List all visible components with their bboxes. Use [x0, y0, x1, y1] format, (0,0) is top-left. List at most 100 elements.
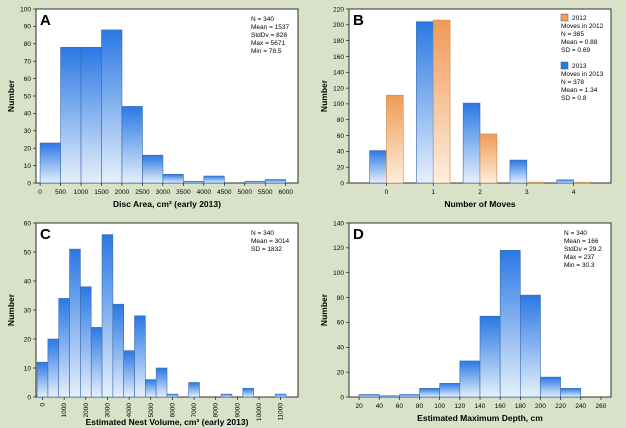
histogram-bar — [244, 180, 266, 184]
legend-swatch-2013 — [560, 61, 569, 70]
histogram-bar — [220, 393, 233, 398]
bar-2013 — [509, 159, 528, 184]
y-tick-label: 200 — [333, 22, 344, 29]
histogram-bar — [520, 294, 541, 398]
y-tick-label: 100 — [333, 270, 344, 277]
y-tick-label: 30 — [24, 307, 32, 314]
y-tick-label: 60 — [24, 76, 32, 83]
stats-line: Max = 5671 — [251, 40, 286, 47]
x-tick-label: 120 — [454, 403, 465, 410]
y-tick-label: 80 — [24, 41, 32, 48]
bar-2012 — [386, 94, 404, 184]
histogram-bar — [459, 360, 481, 398]
y-tick-label: 40 — [337, 345, 345, 352]
x-tick-label: 1000 — [74, 189, 89, 196]
legend-stat-line: SD = 0.69 — [561, 47, 590, 54]
bar-2013 — [369, 150, 387, 184]
y-tick-label: 0 — [340, 394, 344, 401]
bar-2012 — [573, 181, 591, 184]
histogram-bar — [399, 394, 420, 398]
x-tick-label: 0 — [38, 189, 42, 196]
x-tick-label: 8000 — [213, 403, 220, 418]
x-tick-label: 500 — [55, 189, 66, 196]
y-tick-label: 100 — [20, 6, 31, 13]
y-tick-label: 140 — [333, 70, 344, 77]
y-tick-label: 120 — [333, 85, 344, 92]
legend-label-2012: 2012 — [572, 15, 587, 22]
x-tick-label: 240 — [575, 403, 586, 410]
legend-stat-line: Moves in 2012 — [561, 23, 604, 30]
bar-2012 — [526, 181, 544, 184]
legend-stat-line: SD = 0.8 — [561, 95, 587, 102]
x-tick-label: 2000 — [115, 189, 130, 196]
legend-stat-line: N = 365 — [561, 31, 584, 38]
x-tick-label: 160 — [495, 403, 506, 410]
panel-letter: C — [40, 226, 51, 243]
legend-stat-line: Moves in 2013 — [561, 71, 604, 78]
panel-letter: A — [40, 12, 51, 29]
x-tick-label: 10000 — [256, 403, 263, 421]
y-axis-label: Number — [319, 79, 329, 112]
x-tick-label: 60 — [396, 403, 404, 410]
x-tick-label: 20 — [355, 403, 363, 410]
x-tick-label: 1500 — [94, 189, 109, 196]
histogram-bar — [155, 367, 168, 398]
y-tick-label: 0 — [340, 180, 344, 187]
x-axis-label: Estimated Maximum Depth, cm — [417, 413, 543, 423]
histogram-bar — [90, 327, 103, 398]
x-tick-label: 11000 — [278, 403, 285, 421]
x-tick-label: 40 — [376, 403, 384, 410]
y-tick-label: 10 — [24, 163, 32, 170]
stats-line: Mean = 166 — [564, 238, 599, 245]
histogram-bar — [479, 315, 501, 398]
legend-stat-line: Mean = 0.88 — [561, 39, 598, 46]
y-tick-label: 20 — [24, 146, 32, 153]
y-tick-label: 220 — [333, 6, 344, 13]
panel-b: 0 20 40 60 80 100 120 140 160 180 200 220 0 1 2 3 4 Numbe… — [319, 6, 612, 209]
y-tick-label: 40 — [337, 149, 345, 156]
histogram-bar — [134, 315, 146, 398]
histogram-bar — [358, 394, 380, 398]
y-tick-label: 40 — [24, 278, 32, 285]
panel-c: 0 10 20 30 40 50 60 0 1000 2000 3000 4000 5000 6000 70… — [6, 220, 299, 427]
bar-2012 — [432, 19, 451, 184]
histogram-bar — [47, 338, 60, 398]
y-tick-label: 50 — [24, 93, 32, 100]
x-tick-label: 9000 — [234, 403, 241, 418]
stats-line: StdDv = 29.2 — [564, 246, 602, 253]
x-tick-label: 1000 — [61, 403, 68, 418]
histogram-bar — [439, 383, 461, 398]
y-tick-label: 20 — [24, 336, 32, 343]
y-tick-label: 70 — [24, 59, 32, 66]
histogram-bar — [274, 393, 287, 398]
y-tick-label: 80 — [337, 295, 345, 302]
y-tick-label: 20 — [337, 369, 345, 376]
x-tick-label: 3000 — [104, 403, 111, 418]
histogram-bar — [162, 174, 184, 184]
y-axis-label: Number — [6, 79, 16, 112]
y-tick-label: 120 — [333, 245, 344, 252]
histogram-bar — [80, 286, 92, 398]
histogram-bar — [123, 350, 135, 398]
stats-line: N = 340 — [251, 16, 274, 23]
x-tick-label: 140 — [475, 403, 486, 410]
y-tick-label: 20 — [337, 164, 345, 171]
y-tick-label: 60 — [337, 133, 345, 140]
panel-letter: B — [353, 12, 364, 29]
histogram-bar — [112, 303, 124, 398]
y-tick-label: 140 — [333, 220, 344, 227]
y-axis-label: Number — [6, 293, 16, 326]
y-tick-label: 90 — [24, 24, 32, 31]
x-tick-label: 5000 — [238, 189, 253, 196]
x-axis-label: Disc Area, cm² (early 2013) — [113, 199, 221, 209]
x-tick-label: 80 — [416, 403, 424, 410]
bar-2013 — [556, 179, 574, 184]
y-tick-label: 40 — [24, 111, 32, 118]
x-tick-label: 6000 — [278, 189, 293, 196]
x-tick-label: 3500 — [176, 189, 191, 196]
histogram-bar — [80, 46, 102, 184]
x-tick-label: 4500 — [217, 189, 232, 196]
panel-d: 0 20 40 60 80 100 120 140 20 40 60 80 100 120 140 160 18… — [319, 220, 612, 423]
legend-stat-line: Mean = 1.34 — [561, 87, 598, 94]
